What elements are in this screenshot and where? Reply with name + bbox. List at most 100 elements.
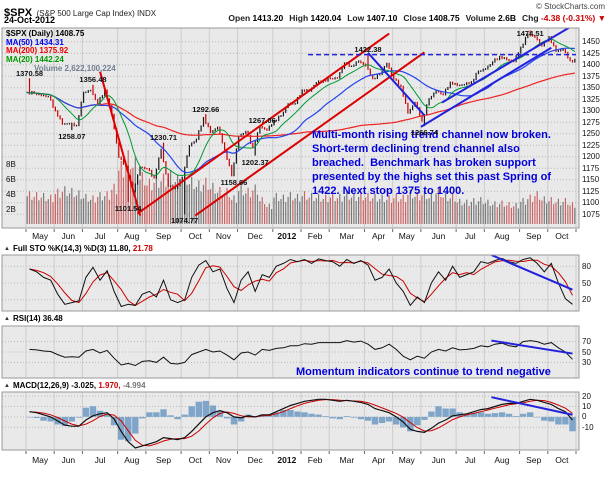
volume-axis-label: 4B <box>6 189 16 199</box>
y-axis-label: 1125 <box>582 186 600 196</box>
quote-label: Chg <box>521 13 539 23</box>
x-axis-label: Jul <box>94 231 106 241</box>
x-axis-label: Apr <box>371 455 386 465</box>
chart-date: 24-Oct-2012 <box>4 15 56 25</box>
price-label: 1074.77 <box>171 216 199 226</box>
x-axis-label: Jul <box>464 455 476 465</box>
quote-label: Close <box>403 13 427 23</box>
quote-label: High <box>289 13 309 23</box>
x-axis-label: Aug <box>124 231 140 241</box>
panel-arrow-icon: ▲ <box>4 316 10 322</box>
macd-legend-text: MACD(12,26,9) -3.025, <box>12 381 97 390</box>
y-axis-label: 50 <box>582 347 591 357</box>
y-axis-label: 20 <box>582 391 591 401</box>
price-label: 1474.51 <box>516 29 544 38</box>
y-axis-label: 0 <box>582 412 587 422</box>
x-axis-label: Jun <box>431 455 446 465</box>
y-axis-label: 10 <box>582 402 591 411</box>
sto-d-value: 21.78 <box>132 244 153 253</box>
quote-label: Open <box>228 13 251 23</box>
x-axis-label: Jun <box>61 231 76 241</box>
y-axis-label: 1150 <box>582 175 600 185</box>
y-axis-label: 1300 <box>582 106 600 116</box>
x-axis-label: Oct <box>555 231 569 241</box>
y-axis-label: 1275 <box>582 117 600 127</box>
x-axis-label: Mar <box>339 231 355 241</box>
y-axis-label: 70 <box>582 337 591 347</box>
x-axis-label: Sep <box>155 455 172 465</box>
price-label: 1101.54 <box>114 204 142 213</box>
x-axis-label: May <box>32 231 49 241</box>
y-axis-label: 50 <box>582 278 591 288</box>
y-axis-label: 30 <box>582 357 591 367</box>
y-axis-label: 1100 <box>582 198 600 208</box>
x-axis-label: May <box>398 231 415 241</box>
main-legend-line: $SPX (Daily) 1408.75 <box>6 29 85 38</box>
x-axis-label: Sep <box>526 231 542 241</box>
x-axis-label: Dec <box>247 455 263 465</box>
y-axis-label: 1200 <box>582 152 600 162</box>
x-axis-label: Oct <box>555 455 569 465</box>
macd-legend: ▲ MACD(12,26,9) -3.025, 1.970, -4.994 <box>4 381 146 390</box>
x-axis-label: Apr <box>371 231 386 241</box>
x-axis-label: Aug <box>494 231 510 241</box>
price-label: 1230.71 <box>149 133 178 143</box>
y-axis-label: 1325 <box>582 94 600 104</box>
x-axis-label: Sep <box>526 455 542 465</box>
x-axis-label: Oct <box>188 231 202 241</box>
quote-value: 1413.20 <box>250 13 284 23</box>
price-label: 1267.06 <box>248 116 276 126</box>
y-axis-label: 80 <box>582 261 591 271</box>
x-axis-label: Jun <box>431 231 446 241</box>
x-axis-label: Jun <box>61 455 76 465</box>
index-name: (S&P 500 Large Cap Index) INDX <box>36 9 157 18</box>
price-label: 1158.66 <box>220 177 248 187</box>
price-label: 1356.48 <box>79 75 107 85</box>
price-label: 1266.74 <box>410 128 438 138</box>
x-axis-label: Jul <box>94 455 106 465</box>
quote-value: -4.38 (-0.31%) <box>538 13 596 23</box>
y-axis-label: 1250 <box>582 129 600 139</box>
momentum-annotation: Momentum indicators continue to trend ne… <box>296 366 551 378</box>
x-axis-label: May <box>398 455 415 465</box>
quote-label: Low <box>347 13 365 23</box>
y-axis-label: 1450 <box>582 37 600 47</box>
volume-axis-label: 8B <box>6 159 16 169</box>
quote-value: 2.6B <box>495 13 516 23</box>
x-axis-label: Feb <box>307 455 323 465</box>
x-axis-label: Mar <box>339 455 355 465</box>
volume-axis-label: 2B <box>6 204 16 214</box>
price-label: 1370.58 <box>15 68 44 78</box>
macd-hist-value: -4.994 <box>122 381 146 390</box>
x-axis-label: Nov <box>215 231 231 241</box>
price-label: 1422.38 <box>354 44 382 54</box>
quote-label: Volume <box>465 13 496 23</box>
x-axis-label: 2012 <box>277 231 297 241</box>
quote-row: Open 1413.20 High 1420.04 Low 1407.10 Close… <box>222 13 606 23</box>
y-axis-label: -10 <box>582 422 594 432</box>
x-axis-label: Aug <box>124 455 140 465</box>
y-axis-label: 1375 <box>582 71 600 81</box>
quote-value: 1420.04 <box>308 13 342 23</box>
x-axis-label: Aug <box>494 455 510 465</box>
x-axis-label: Jul <box>464 231 476 241</box>
panel-arrow-icon: ▲ <box>4 246 10 252</box>
macd-signal-value: 1.970, <box>98 381 121 390</box>
main-legend-line: MA(20) 1442.24 <box>6 55 64 65</box>
y-axis-label: 1350 <box>582 83 600 93</box>
quote-value: 1408.75 <box>426 13 460 23</box>
rsi-legend: ▲ RSI(14) 36.48 <box>4 314 63 323</box>
y-axis-label: 20 <box>582 295 591 305</box>
sto-legend-text: Full STO %K(14,3) %D(3) 11.80, <box>12 244 131 253</box>
sto-legend: ▲ Full STO %K(14,3) %D(3) 11.80, 21.78 <box>4 244 153 253</box>
header-symbol-line: $SPX (S&P 500 Large Cap Index) INDX <box>4 3 156 21</box>
y-axis-label: 1225 <box>582 140 600 150</box>
change-down-icon: ▼ <box>595 13 606 23</box>
y-axis-label: 1075 <box>582 209 600 219</box>
volume-axis-label: 6B <box>6 174 16 184</box>
x-axis-label: Oct <box>188 455 202 465</box>
main-legend-line: MA(50) 1434.31 <box>6 37 64 47</box>
x-axis-label: Feb <box>307 231 323 241</box>
